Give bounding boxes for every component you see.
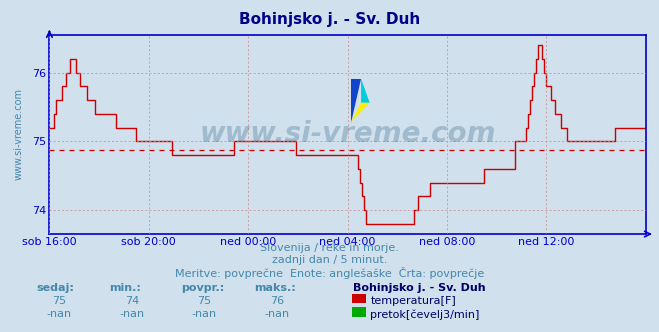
- Text: -nan: -nan: [47, 309, 72, 319]
- Polygon shape: [361, 79, 370, 103]
- Text: -nan: -nan: [192, 309, 217, 319]
- Text: temperatura[F]: temperatura[F]: [370, 296, 456, 306]
- Text: pretok[čevelj3/min]: pretok[čevelj3/min]: [370, 309, 480, 320]
- Text: -nan: -nan: [264, 309, 289, 319]
- Text: -nan: -nan: [119, 309, 144, 319]
- Text: Bohinjsko j. - Sv. Duh: Bohinjsko j. - Sv. Duh: [239, 12, 420, 27]
- Text: 76: 76: [270, 296, 284, 306]
- Text: povpr.:: povpr.:: [181, 283, 225, 293]
- Text: Bohinjsko j. - Sv. Duh: Bohinjsko j. - Sv. Duh: [353, 283, 485, 293]
- Text: sedaj:: sedaj:: [36, 283, 74, 293]
- Text: Slovenija / reke in morje.: Slovenija / reke in morje.: [260, 243, 399, 253]
- Text: www.si-vreme.com: www.si-vreme.com: [200, 121, 496, 148]
- Polygon shape: [351, 103, 370, 123]
- Text: zadnji dan / 5 minut.: zadnji dan / 5 minut.: [272, 255, 387, 265]
- Text: Meritve: povprečne  Enote: anglešaške  Črta: povprečje: Meritve: povprečne Enote: anglešaške Črt…: [175, 267, 484, 279]
- Text: www.si-vreme.com: www.si-vreme.com: [13, 88, 23, 181]
- Text: maks.:: maks.:: [254, 283, 295, 293]
- Text: min.:: min.:: [109, 283, 140, 293]
- Polygon shape: [351, 79, 361, 123]
- Text: 74: 74: [125, 296, 139, 306]
- Text: 75: 75: [52, 296, 67, 306]
- Text: 75: 75: [197, 296, 212, 306]
